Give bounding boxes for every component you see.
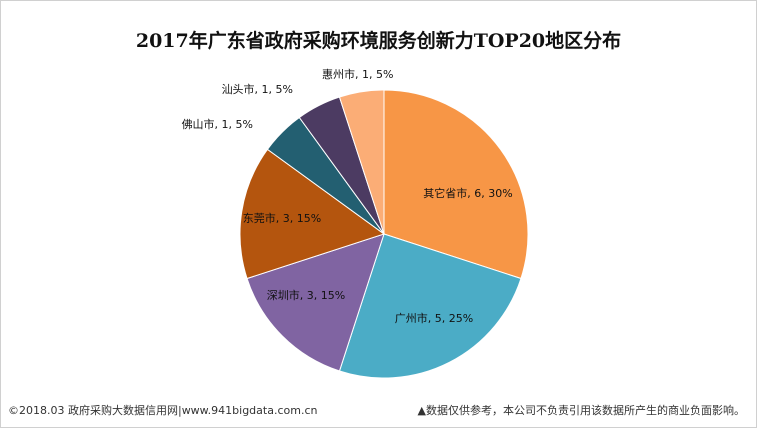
pie-slice-7: [338, 89, 385, 235]
pie-slice-1: [383, 89, 529, 280]
slice-label-1: 其它省市, 6, 30%: [423, 186, 512, 200]
slice-label-7: 惠州市, 1, 5%: [322, 67, 393, 81]
slice-label-6: 汕头市, 1, 5%: [222, 82, 293, 96]
pie-slice-4: [239, 148, 386, 280]
slice-label-2: 广州市, 5, 25%: [395, 311, 473, 325]
pie-slice-2: [338, 233, 522, 379]
chart-title: 2017年广东省政府采购环境服务创新力TOP20地区分布: [135, 30, 622, 52]
footer-disclaimer: ▲数据仅供参考，本公司不负责引用该数据所产生的商业负面影响。: [417, 404, 745, 417]
slice-label-3: 深圳市, 3, 15%: [267, 288, 345, 302]
pie-slice-3: [246, 233, 385, 372]
slice-label-5: 佛山市, 1, 5%: [182, 117, 253, 131]
footer-copyright: ©2018.03 政府采购大数据信用网|www.941bigdata.com.c…: [8, 404, 318, 417]
slice-label-4: 东莞市, 3, 15%: [243, 211, 321, 225]
